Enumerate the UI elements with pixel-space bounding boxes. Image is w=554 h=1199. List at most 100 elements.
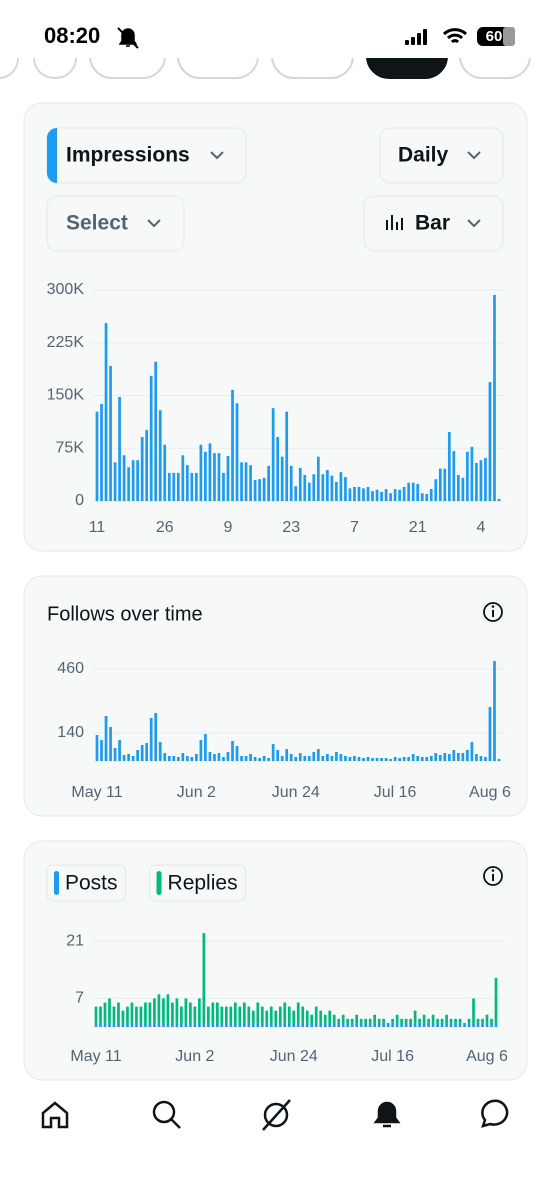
- bar-segment[interactable]: [404, 1022, 408, 1027]
- bar-segment[interactable]: [332, 1014, 336, 1023]
- bar[interactable]: [438, 755, 442, 761]
- bar[interactable]: [127, 467, 130, 501]
- bar[interactable]: [330, 756, 334, 761]
- bar-segment[interactable]: [467, 1018, 471, 1023]
- bar[interactable]: [470, 446, 474, 501]
- bar[interactable]: [434, 753, 438, 761]
- bar[interactable]: [100, 403, 103, 501]
- bar[interactable]: [285, 749, 289, 761]
- bar[interactable]: [222, 757, 225, 761]
- bar-segment[interactable]: [251, 1010, 255, 1023]
- bar-segment[interactable]: [189, 1002, 192, 1023]
- bar-segment[interactable]: [139, 1022, 143, 1027]
- bar[interactable]: [289, 465, 293, 501]
- bar[interactable]: [407, 482, 411, 501]
- bar-segment[interactable]: [449, 1018, 453, 1023]
- bar[interactable]: [190, 757, 194, 761]
- bar[interactable]: [217, 753, 221, 761]
- bar[interactable]: [118, 740, 121, 761]
- bar[interactable]: [416, 756, 420, 761]
- bar[interactable]: [398, 758, 401, 761]
- bar[interactable]: [353, 486, 356, 501]
- bar-segment[interactable]: [157, 994, 161, 1023]
- bar-segment[interactable]: [481, 1018, 484, 1023]
- bar-segment[interactable]: [103, 1022, 107, 1027]
- bar[interactable]: [253, 757, 257, 761]
- bar-segment[interactable]: [175, 998, 179, 1023]
- bar-segment[interactable]: [323, 1022, 327, 1027]
- grok-icon[interactable]: [262, 1099, 291, 1131]
- bar[interactable]: [249, 754, 252, 761]
- bar-segment[interactable]: [301, 1006, 305, 1023]
- bar[interactable]: [145, 429, 149, 501]
- bar-segment[interactable]: [103, 1002, 107, 1023]
- bar[interactable]: [204, 451, 207, 501]
- bar-segment[interactable]: [198, 998, 201, 1023]
- bar-segment[interactable]: [301, 1022, 305, 1027]
- bar-segment[interactable]: [94, 1022, 98, 1027]
- bar-segment[interactable]: [436, 1018, 439, 1023]
- bar-segment[interactable]: [328, 1022, 332, 1027]
- bar[interactable]: [195, 472, 198, 501]
- bar-segment[interactable]: [130, 1002, 134, 1023]
- interval-dropdown[interactable]: [379, 127, 504, 184]
- bar[interactable]: [222, 472, 225, 501]
- bar[interactable]: [479, 460, 483, 501]
- bar[interactable]: [420, 493, 424, 501]
- bar-segment[interactable]: [314, 1022, 318, 1027]
- bar[interactable]: [213, 453, 216, 501]
- bar[interactable]: [420, 757, 424, 761]
- bar-segment[interactable]: [216, 1022, 219, 1027]
- bar[interactable]: [434, 479, 438, 501]
- messages-icon[interactable]: [481, 1099, 509, 1128]
- bar[interactable]: [371, 491, 374, 501]
- bar[interactable]: [167, 472, 171, 501]
- bar[interactable]: [461, 753, 465, 761]
- bar-segment[interactable]: [144, 1002, 147, 1023]
- bar[interactable]: [416, 484, 420, 501]
- bar-segment[interactable]: [287, 1022, 291, 1027]
- bar-segment[interactable]: [296, 1022, 300, 1027]
- bar[interactable]: [226, 752, 230, 761]
- bar-segment[interactable]: [144, 1022, 147, 1027]
- bar-segment[interactable]: [314, 1006, 318, 1023]
- bar[interactable]: [235, 403, 239, 501]
- bar-segment[interactable]: [112, 1006, 116, 1023]
- bar-segment[interactable]: [99, 1006, 102, 1023]
- bar-segment[interactable]: [400, 1018, 403, 1023]
- bar-segment[interactable]: [377, 1022, 381, 1027]
- bar-segment[interactable]: [359, 1018, 363, 1023]
- bar-segment[interactable]: [350, 1018, 354, 1023]
- bar-segment[interactable]: [476, 1022, 480, 1027]
- bar-segment[interactable]: [292, 1010, 296, 1023]
- bar[interactable]: [231, 389, 234, 501]
- legend-item[interactable]: Posts: [46, 864, 127, 902]
- bar-segment[interactable]: [126, 1006, 129, 1023]
- bar[interactable]: [316, 456, 320, 501]
- bar[interactable]: [411, 482, 415, 501]
- bar[interactable]: [262, 477, 266, 501]
- bar-segment[interactable]: [409, 1022, 412, 1027]
- bar-segment[interactable]: [108, 1022, 111, 1027]
- bar[interactable]: [127, 754, 130, 761]
- bar-segment[interactable]: [153, 998, 156, 1023]
- bar[interactable]: [231, 741, 234, 761]
- bar-segment[interactable]: [467, 1022, 471, 1027]
- bar-segment[interactable]: [305, 1022, 309, 1027]
- bar-segment[interactable]: [269, 1022, 273, 1027]
- bar[interactable]: [438, 468, 442, 501]
- bar[interactable]: [366, 757, 370, 761]
- bar-segment[interactable]: [359, 1022, 363, 1027]
- bar-segment[interactable]: [229, 1022, 233, 1027]
- bar-segment[interactable]: [341, 1014, 345, 1023]
- bar[interactable]: [493, 661, 496, 761]
- bar[interactable]: [488, 707, 492, 761]
- bar-segment[interactable]: [99, 1022, 102, 1027]
- bar-segment[interactable]: [274, 1022, 278, 1027]
- bar[interactable]: [362, 758, 365, 761]
- bar-segment[interactable]: [198, 1022, 201, 1027]
- bar-segment[interactable]: [220, 1006, 224, 1023]
- bar-segment[interactable]: [485, 1014, 489, 1023]
- bar-segment[interactable]: [117, 1002, 120, 1023]
- bar[interactable]: [470, 742, 474, 761]
